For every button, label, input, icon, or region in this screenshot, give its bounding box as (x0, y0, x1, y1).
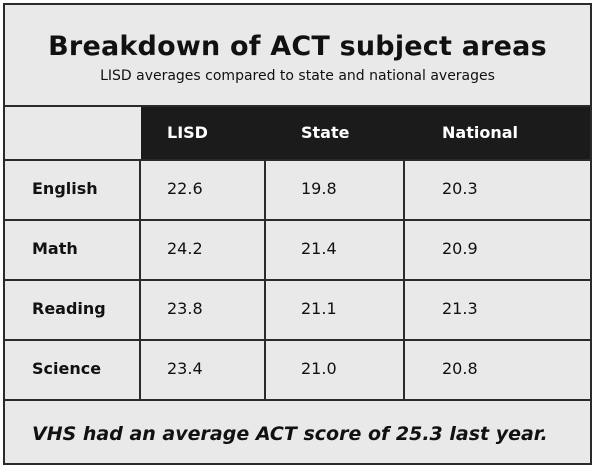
cell-english-national: 20.3 (442, 179, 478, 198)
column-header-national: National (442, 123, 518, 142)
page-title: Breakdown of ACT subject areas (48, 31, 547, 62)
footer-note: VHS had an average ACT score of 25.3 las… (32, 423, 548, 445)
cell-reading-state: 21.1 (301, 299, 337, 318)
divider-above-footer (5, 399, 590, 401)
row-label-science: Science (32, 359, 102, 378)
column-divider-1 (139, 159, 141, 399)
divider-under-header (5, 159, 590, 161)
cell-science-lisd: 23.4 (167, 359, 203, 378)
divider-row-3 (5, 339, 590, 341)
cell-math-national: 20.9 (442, 239, 478, 258)
cell-reading-national: 21.3 (442, 299, 478, 318)
cell-reading-lisd: 23.8 (167, 299, 203, 318)
divider-row-1 (5, 219, 590, 221)
cell-science-state: 21.0 (301, 359, 337, 378)
cell-science-national: 20.8 (442, 359, 478, 378)
table-header-band (141, 107, 590, 159)
cell-math-lisd: 24.2 (167, 239, 203, 258)
column-divider-2 (264, 159, 266, 399)
row-label-reading: Reading (32, 299, 106, 318)
cell-math-state: 21.4 (301, 239, 337, 258)
divider-row-2 (5, 279, 590, 281)
act-breakdown-graphic: Breakdown of ACT subject areas LISD aver… (3, 3, 592, 465)
row-label-english: English (32, 179, 98, 198)
cell-english-state: 19.8 (301, 179, 337, 198)
row-label-math: Math (32, 239, 78, 258)
column-header-state: State (301, 123, 350, 142)
page-subtitle: LISD averages compared to state and nati… (100, 68, 495, 84)
column-header-lisd: LISD (167, 123, 208, 142)
cell-english-lisd: 22.6 (167, 179, 203, 198)
column-divider-3 (403, 159, 405, 399)
divider-under-title (5, 105, 590, 107)
